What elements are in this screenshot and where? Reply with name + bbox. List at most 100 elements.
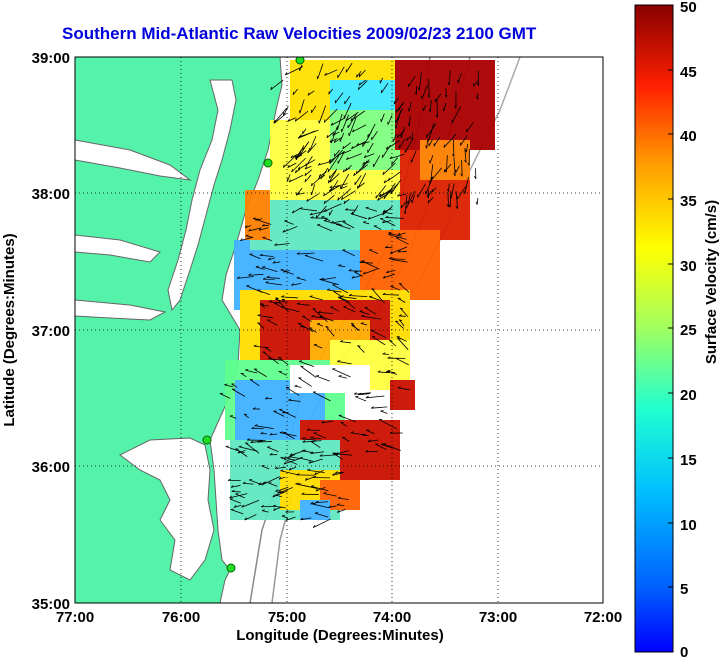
velocity-arrow — [328, 505, 337, 509]
velocity-arrow-head — [351, 322, 355, 325]
velocity-arrow — [257, 315, 273, 319]
velocity-arrow — [385, 217, 405, 219]
velocity-arrow-head — [307, 92, 310, 96]
colorbar-tick-label: 5 — [680, 581, 688, 598]
velocity-arrow-head — [397, 232, 401, 236]
velocity-arrow — [250, 440, 264, 444]
velocity-arrow-head — [371, 406, 374, 409]
velocity-arrow — [398, 283, 410, 293]
grid-lines — [75, 57, 603, 603]
velocity-arrow-head — [268, 300, 273, 303]
velocity-arrow — [260, 304, 269, 307]
velocity-arrow-head — [255, 265, 259, 268]
velocity-arrow — [309, 296, 323, 301]
velocity-arrow-head — [269, 432, 273, 436]
velocity-arrow — [370, 329, 387, 339]
velocity-arrow — [329, 138, 338, 143]
velocity-arrow — [310, 501, 320, 505]
velocity-arrow — [287, 162, 297, 168]
velocity-arrow — [388, 232, 402, 237]
velocity-arrow-head — [448, 204, 451, 208]
velocity-arrow — [343, 306, 356, 313]
velocity-arrow-head — [287, 457, 291, 460]
velocity-arrow — [389, 153, 405, 160]
velocity-arrow — [332, 368, 351, 378]
x-tick-label: 77:00 — [56, 609, 94, 626]
velocity-arrow — [325, 325, 335, 337]
velocity-arrow — [337, 152, 345, 164]
velocity-arrow-head — [260, 431, 264, 435]
velocity-arrow — [399, 307, 409, 317]
velocity-arrow — [329, 149, 343, 164]
velocity-arrow-head — [319, 454, 323, 457]
velocity-arrow-head — [275, 489, 278, 492]
velocity-arrow — [257, 441, 273, 443]
velocity-arrow — [319, 315, 334, 322]
velocity-arrow — [388, 258, 405, 260]
velocity-arrow — [387, 114, 393, 125]
colorbar-tick-label: 30 — [680, 258, 697, 275]
velocity-arrow-head — [329, 185, 333, 189]
velocity-arrow-head — [382, 210, 387, 213]
velocity-arrow-head — [339, 340, 344, 343]
velocity-arrow-head — [225, 445, 229, 447]
velocity-arrow — [331, 180, 339, 192]
velocity-arrow — [297, 130, 315, 139]
velocity-arrow-head — [353, 392, 357, 395]
velocity-arrow — [397, 387, 410, 391]
velocity-arrow-head — [363, 271, 366, 275]
velocity-arrow — [429, 164, 434, 184]
velocity-arrow-head — [301, 437, 305, 439]
velocity-arrow-head — [453, 173, 456, 177]
velocity-arrow-head — [328, 505, 332, 508]
velocity-arrow — [344, 96, 351, 105]
velocity-arrow — [261, 465, 270, 470]
velocity-arrow — [382, 144, 391, 158]
velocity-arrow — [451, 106, 462, 124]
velocity-arrow-head — [357, 345, 361, 347]
velocity-arrow — [365, 450, 379, 453]
velocity-arrow-head — [395, 109, 398, 113]
velocity-arrow — [360, 323, 368, 326]
velocity-arrow-head — [289, 453, 293, 456]
y-tick-label: 36:00 — [32, 459, 70, 476]
velocity-arrow-head — [299, 207, 303, 209]
velocity-arrow-head — [391, 258, 395, 260]
velocity-arrow — [295, 168, 301, 174]
velocity-arrow — [464, 176, 469, 194]
velocity-arrow — [342, 142, 352, 150]
velocity-arrow — [238, 446, 258, 452]
velocity-arrow-head — [358, 73, 361, 77]
velocity-arrow-head — [346, 301, 350, 303]
velocity-arrow-head — [385, 192, 388, 196]
velocity-arrow-head — [262, 266, 266, 268]
velocity-arrow — [383, 178, 390, 184]
velocity-arrow — [373, 225, 382, 230]
velocity-arrow-head — [309, 212, 313, 216]
velocity-arrow-head — [386, 270, 389, 273]
velocity-arrow — [326, 131, 335, 139]
velocity-arrow — [365, 207, 378, 212]
velocity-arrow-head — [411, 200, 413, 204]
velocity-arrow — [404, 195, 408, 214]
velocity-arrow — [280, 470, 299, 476]
velocity-arrow — [333, 450, 349, 456]
velocity-arrow-head — [389, 250, 393, 254]
velocity-arrow — [340, 185, 348, 190]
x-tick-label: 76:00 — [162, 609, 200, 626]
velocity-arrow-head — [443, 169, 446, 173]
velocity-arrow-head — [287, 118, 290, 122]
velocity-arrow — [310, 437, 322, 440]
velocity-arrow — [337, 497, 349, 500]
velocity-arrow-head — [299, 456, 303, 459]
velocity-arrow — [369, 249, 379, 255]
velocity-arrow-head — [465, 149, 467, 153]
velocity-arrow-head — [318, 176, 321, 180]
velocity-arrow-head — [304, 166, 308, 170]
y-tick-label: 39:00 — [32, 50, 70, 67]
velocity-arrow — [362, 221, 370, 225]
velocity-arrow — [382, 443, 401, 451]
velocity-arrow-head — [332, 132, 335, 136]
velocity-arrow-head — [312, 308, 316, 310]
